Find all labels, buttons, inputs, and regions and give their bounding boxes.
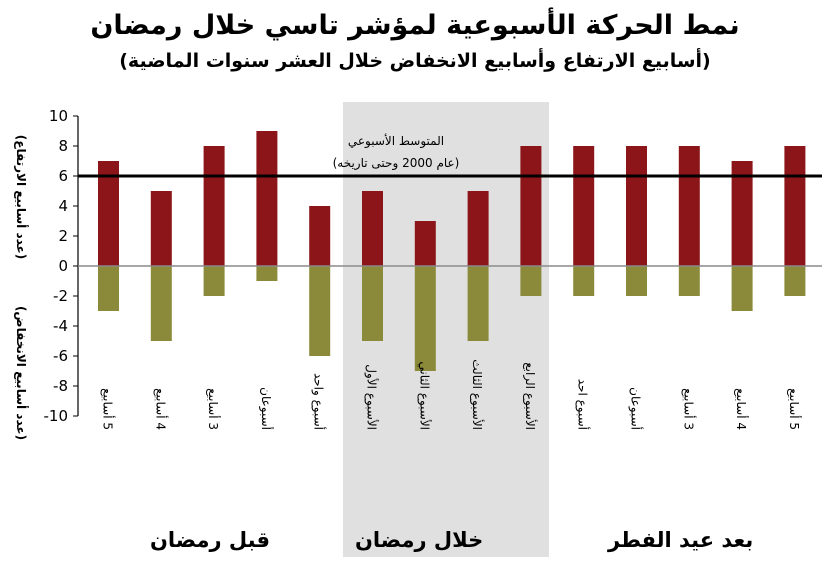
bar-up-0 xyxy=(98,161,119,266)
group-label-after: بعد عيد الفطر xyxy=(608,528,754,552)
average-label-line1: المتوسط الأسبوعي xyxy=(348,133,444,149)
bar-down-1 xyxy=(150,266,172,341)
x-category-label-12: 4 أسابيع xyxy=(734,388,749,430)
y-tick-label: 4 xyxy=(58,197,68,215)
bar-up-6 xyxy=(414,221,436,266)
y-tick-label: -10 xyxy=(44,407,69,425)
average-label-line2: (عام 2000 وحتى تاريخه) xyxy=(333,156,460,171)
bar-down-10 xyxy=(626,266,647,296)
x-category-label-6: الأسبوع الثاني xyxy=(416,361,432,430)
y-axis-title-down: (عدد أسابيع الانخفاض) xyxy=(14,306,29,440)
bar-down-3 xyxy=(256,266,278,281)
x-category-label-4: أسبوع واحد xyxy=(311,373,327,430)
x-category-label-10: أسبوعان xyxy=(628,387,644,430)
bar-down-4 xyxy=(309,266,331,356)
y-tick-label: -8 xyxy=(53,377,68,395)
group-label-during: خلال رمضان xyxy=(355,528,484,552)
bar-up-1 xyxy=(150,191,172,266)
x-category-label-9: أسبوع احد xyxy=(575,379,591,430)
bar-up-8 xyxy=(520,146,542,266)
x-category-label-2: 3 أسابيع xyxy=(206,388,221,430)
y-axis-title-up: (عدد أسابيع الارتفاع) xyxy=(14,135,29,259)
bar-up-5 xyxy=(362,191,383,266)
x-category-label-3: أسبوعان xyxy=(258,387,274,430)
bar-down-6 xyxy=(414,266,436,371)
bar-down-9 xyxy=(573,266,595,296)
bar-down-2 xyxy=(203,266,225,296)
chart-title: نمط الحركة الأسبوعية لمؤشر تاسي خلال رمض… xyxy=(90,10,740,41)
bar-up-10 xyxy=(626,146,647,266)
y-tick-label: 2 xyxy=(58,227,68,245)
x-category-label-0: 5 أسابيع xyxy=(101,388,116,430)
y-tick-label: 6 xyxy=(58,167,68,185)
x-category-label-11: 3 أسابيع xyxy=(681,388,696,430)
bar-down-5 xyxy=(362,266,383,341)
x-category-label-13: 5 أسابيع xyxy=(787,388,802,430)
bar-up-2 xyxy=(203,146,225,266)
bar-up-4 xyxy=(309,206,331,266)
group-label-before: قبل رمضان xyxy=(150,528,270,552)
bar-up-12 xyxy=(731,161,753,266)
bar-down-8 xyxy=(520,266,542,296)
y-tick-label: 10 xyxy=(49,107,68,125)
x-category-label-7: الأسبوع الثالث xyxy=(469,359,485,430)
y-tick-label: -6 xyxy=(53,347,68,365)
bar-up-7 xyxy=(467,191,489,266)
x-category-label-8: الأسبوع الرابع xyxy=(522,362,538,430)
bar-down-13 xyxy=(784,266,806,296)
bar-down-12 xyxy=(731,266,753,311)
y-tick-label: 8 xyxy=(58,137,68,155)
x-category-label-5: الأسبوع الأول xyxy=(364,364,380,430)
bar-down-11 xyxy=(678,266,700,296)
y-tick-label: -4 xyxy=(53,317,68,335)
bar-up-11 xyxy=(678,146,700,266)
x-category-label-1: 4 أسابيع xyxy=(153,388,168,430)
bar-down-0 xyxy=(98,266,119,311)
bar-down-7 xyxy=(467,266,489,341)
bar-up-3 xyxy=(256,131,278,266)
chart-subtitle: (أسابيع الارتفاع وأسابيع الانخفاض خلال ا… xyxy=(119,50,711,72)
bar-up-9 xyxy=(573,146,595,266)
y-tick-label: 0 xyxy=(58,257,68,275)
y-tick-label: -2 xyxy=(53,287,68,305)
bar-up-13 xyxy=(784,146,806,266)
